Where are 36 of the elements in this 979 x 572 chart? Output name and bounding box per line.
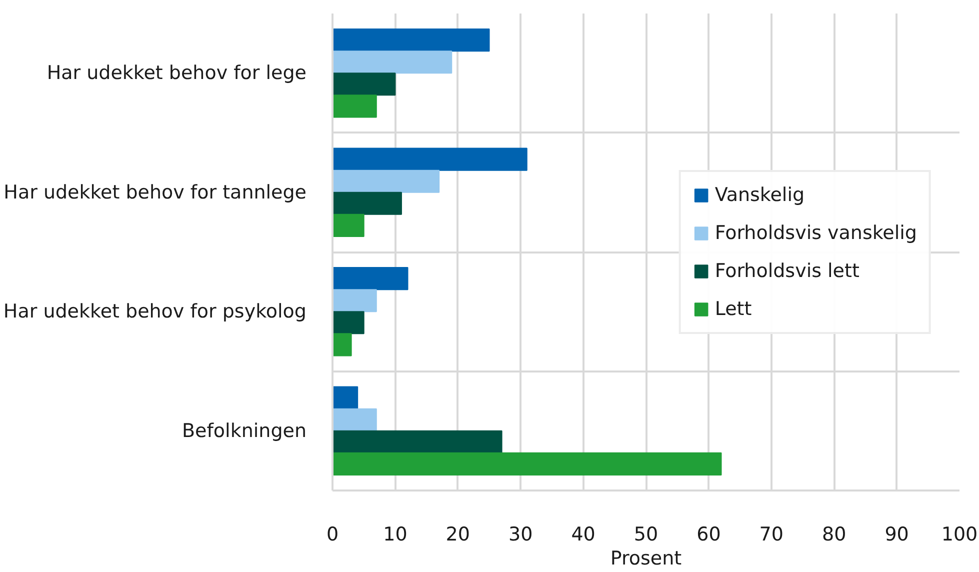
x-tick-label: 30 [508,524,533,546]
y-tick-label: Har udekket behov for psykolog [3,300,307,323]
x-tick-label: 80 [822,524,846,546]
bar [332,148,528,171]
bar [332,28,490,52]
bar [332,333,352,356]
x-tick-label: 10 [383,524,408,546]
y-tick-label: Befolkningen [182,420,307,442]
legend-label: Lett [714,298,752,320]
x-tick-label: 60 [696,524,721,546]
bar [332,386,358,410]
x-tick-label: 40 [571,524,596,546]
x-axis-title: Prosent [610,548,682,570]
legend-label: Vanskelig [714,184,805,206]
bar [332,289,377,312]
x-tick-label: 70 [759,524,784,546]
x-tick-label: 100 [941,524,978,546]
bar [332,192,402,215]
y-tick-label: Har udekket behov for tannlege [4,181,307,204]
bar [332,94,377,118]
bar [332,452,722,476]
bar [332,430,502,454]
bar [332,267,408,290]
x-tick-label: 90 [884,524,909,546]
bar [332,311,364,334]
bar [332,408,377,432]
bar [332,214,364,237]
bar [332,170,440,193]
legend-label: Forholdsvis vanskelig [714,222,917,244]
legend-label: Forholdsvis lett [714,260,860,282]
x-tick-label: 50 [634,524,658,546]
bar [332,72,396,96]
x-tick-label: 20 [446,524,470,546]
bar [332,50,452,74]
y-tick-label: Har udekket behov for lege [46,62,307,84]
x-tick-label: 0 [326,524,339,546]
